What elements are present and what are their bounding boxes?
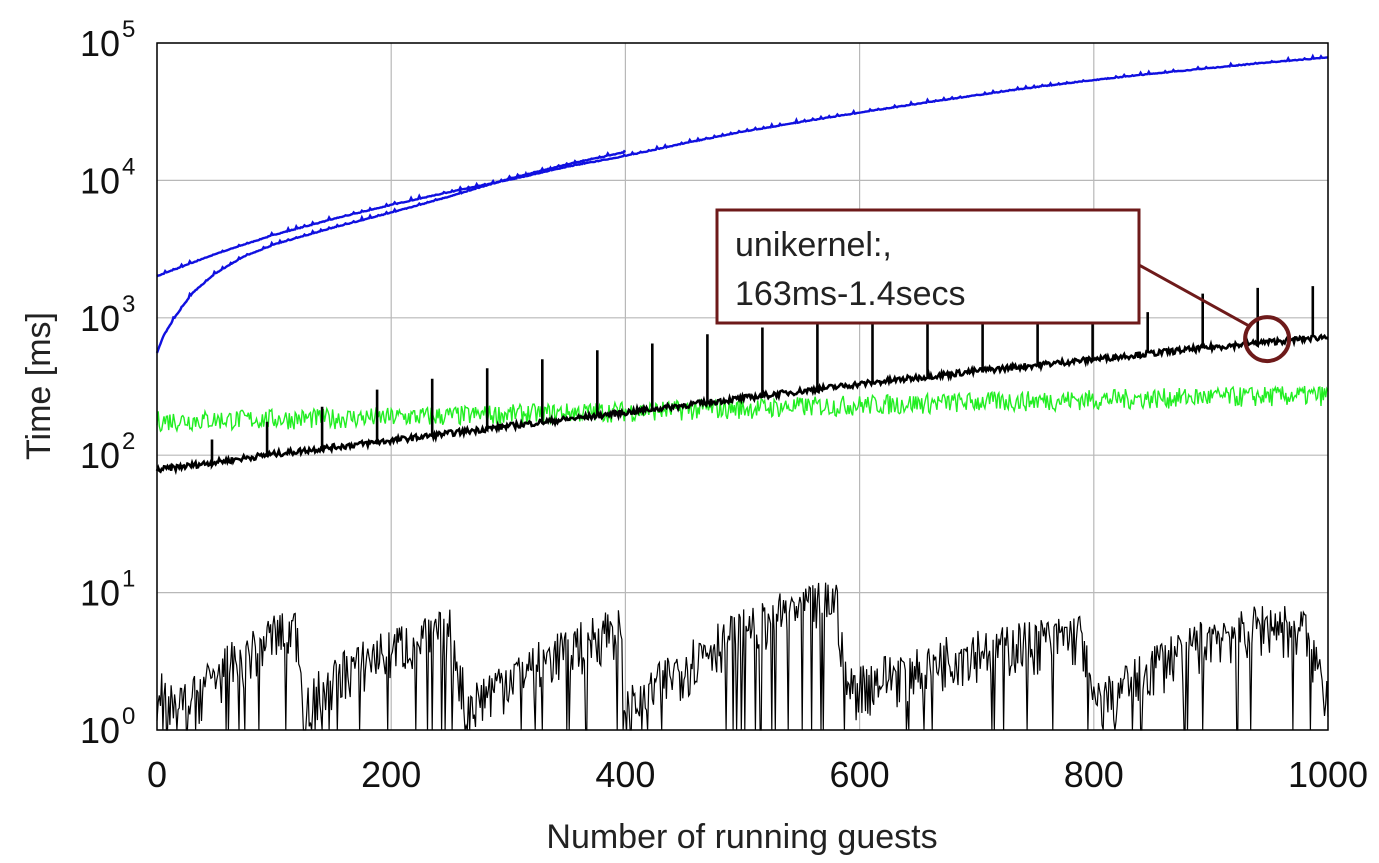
series-1 — [155, 149, 627, 354]
x-axis-label: Number of running guests — [546, 818, 937, 856]
annotation-text-line2: 163ms-1.4secs — [735, 275, 966, 313]
annotation-leader-line — [1138, 263, 1252, 329]
y-tick-exponent-5: 5 — [122, 16, 135, 43]
y-tick-label-3: 10 — [80, 298, 120, 339]
y-tick-exponent-3: 3 — [122, 291, 135, 318]
y-tick-label-1: 10 — [80, 573, 120, 614]
y-axis-label: Time [ms] — [20, 312, 58, 460]
annotation-circle — [1243, 315, 1292, 364]
series-3 — [155, 286, 1329, 476]
annotation-text-line1: unikernel:, — [735, 226, 892, 264]
series-4 — [156, 582, 1329, 731]
y-tick-exponent-2: 2 — [122, 428, 135, 455]
series-0 — [156, 53, 1328, 278]
plot-frame — [156, 42, 1329, 731]
x-tick-label-5: 1000 — [1288, 754, 1368, 795]
annotation-layer: unikernel:, 163ms-1.4secs — [715, 208, 1292, 364]
x-tick-label-0: 0 — [147, 754, 167, 795]
x-tick-label-4: 800 — [1064, 754, 1124, 795]
series-4-line — [156, 582, 1329, 731]
series-1-line — [155, 149, 627, 354]
series-layer — [155, 53, 1329, 731]
x-tick-label-3: 600 — [830, 754, 890, 795]
y-tick-exponent-1: 1 — [122, 566, 135, 593]
series-3-line — [155, 286, 1329, 476]
series-2 — [156, 384, 1329, 433]
y-tick-label-5: 10 — [80, 23, 120, 64]
x-tick-label-1: 200 — [361, 754, 421, 795]
series-0-line — [156, 53, 1328, 278]
y-tick-label-0: 10 — [80, 710, 120, 751]
annotation-box — [715, 208, 1141, 325]
series-2-line — [156, 384, 1329, 433]
y-tick-label-2: 10 — [80, 435, 120, 476]
grid — [156, 42, 1329, 731]
y-tick-exponent-4: 4 — [122, 153, 135, 180]
x-tick-label-2: 400 — [595, 754, 655, 795]
y-tick-label-4: 10 — [80, 160, 120, 201]
y-tick-exponent-0: 0 — [122, 703, 135, 730]
